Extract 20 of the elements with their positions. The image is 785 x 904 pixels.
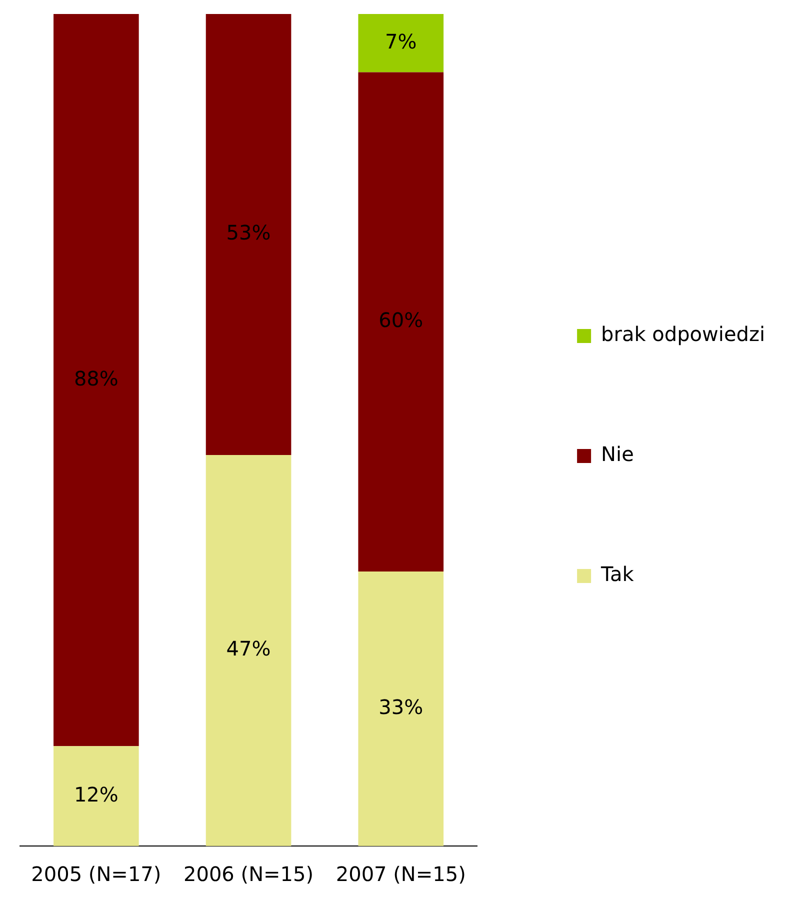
x-tick-label: 2006 (N=15) (184, 862, 314, 886)
bar (358, 72, 444, 572)
bar (54, 746, 139, 846)
data-label: 47% (226, 636, 271, 661)
data-label: 60% (378, 308, 424, 332)
data-label: 7% (385, 29, 417, 54)
data-label: 53% (226, 220, 271, 245)
bar (206, 14, 292, 455)
legend-label: Nie (601, 442, 634, 466)
bar (358, 571, 444, 846)
data-label: 12% (74, 782, 118, 806)
x-tick-label: 2005 (N=17) (31, 862, 162, 886)
bar (206, 454, 292, 846)
legend-label: Tak (600, 562, 634, 586)
bar (358, 14, 444, 72)
bar (54, 14, 139, 746)
data-label: 33% (378, 694, 424, 719)
legend-label: brak odpowiedzi (601, 322, 766, 346)
x-tick-label: 2007 (N=15) (336, 862, 466, 886)
data-label: 88% (74, 366, 118, 390)
